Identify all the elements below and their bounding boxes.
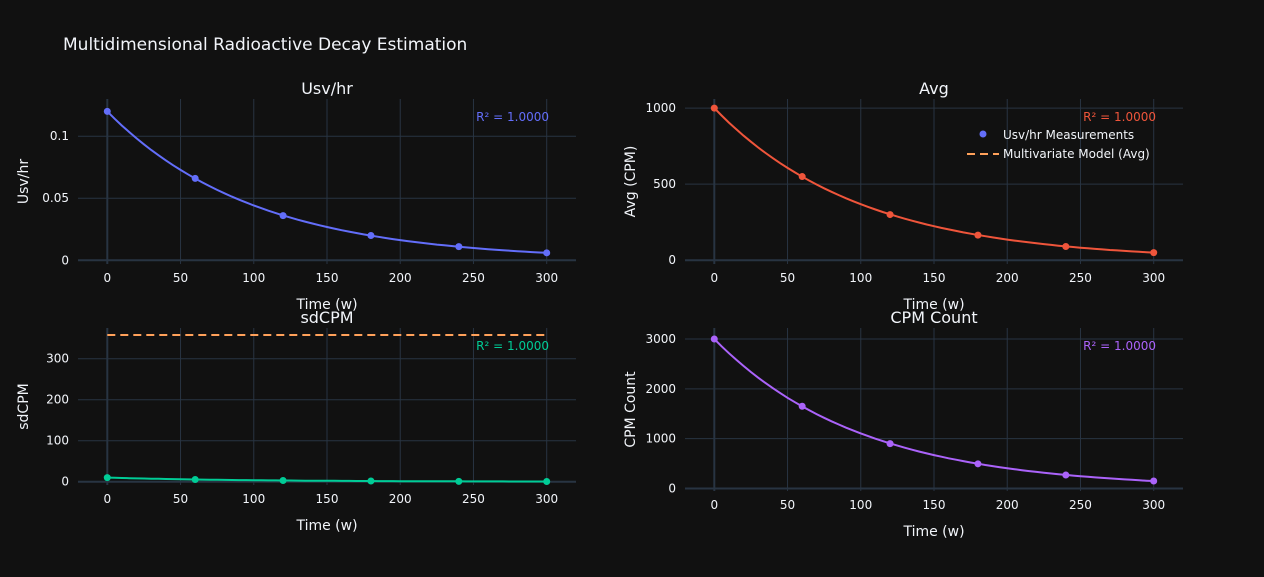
legend-item-measurements[interactable]: Usv/hr Measurements — [1003, 128, 1134, 142]
x-tick-label: 100 — [242, 271, 265, 285]
data-point[interactable] — [279, 212, 287, 220]
y-axis-title: CPM Count — [623, 371, 639, 448]
data-point[interactable] — [1062, 243, 1070, 251]
y-tick-label: 0 — [668, 253, 676, 267]
r-squared-annotation: R² = 1.0000 — [1083, 339, 1156, 353]
y-tick-label: 300 — [46, 352, 69, 366]
x-tick-label: 150 — [316, 492, 339, 506]
y-tick-label: 0 — [61, 253, 69, 267]
x-tick-label: 100 — [849, 498, 872, 512]
x-axis-title: Time (w) — [295, 518, 357, 534]
x-tick-label: 200 — [389, 492, 412, 506]
data-point[interactable] — [455, 477, 463, 485]
data-point[interactable] — [886, 211, 894, 219]
legend[interactable]: Usv/hr Measurements Multivariate Model (… — [967, 128, 1150, 161]
x-tick-label: 300 — [1142, 498, 1165, 512]
subplot-title-cpm-count: CPM Count — [890, 308, 977, 327]
model-fit-line — [713, 338, 1154, 482]
x-tick-label: 200 — [996, 271, 1019, 285]
data-point[interactable] — [103, 107, 111, 115]
x-tick-label: 250 — [462, 492, 485, 506]
y-tick-label: 0 — [61, 475, 69, 489]
subplot-usv-hr: 0 50 100 150 200 250 300 0 0.05 0.1 Usv/hr Time (w)… — [16, 79, 576, 313]
y-tick-label: 1000 — [645, 432, 676, 446]
data-point[interactable] — [1150, 249, 1158, 257]
x-tick-label: 100 — [242, 492, 265, 506]
y-tick-label: 3000 — [645, 332, 676, 346]
y-tick-label: 2000 — [645, 382, 676, 396]
data-point[interactable] — [455, 243, 463, 251]
subplot-title-avg: Avg — [919, 79, 949, 98]
x-tick-label: 200 — [389, 271, 412, 285]
x-tick-label: 250 — [1069, 498, 1092, 512]
x-tick-label: 0 — [103, 271, 111, 285]
x-tick-label: 300 — [1142, 271, 1165, 285]
data-point[interactable] — [710, 104, 718, 112]
subplot-title-sdcpm: sdCPM — [300, 308, 353, 327]
data-point[interactable] — [103, 474, 111, 482]
x-tick-label: 50 — [780, 271, 795, 285]
data-point[interactable] — [886, 440, 894, 448]
model-fit-line — [106, 110, 547, 254]
data-point[interactable] — [710, 335, 718, 343]
y-tick-label: 200 — [46, 393, 69, 407]
data-point[interactable] — [191, 174, 199, 182]
y-tick-label: 0 — [668, 482, 676, 496]
x-tick-label: 100 — [849, 271, 872, 285]
y-tick-label: 1000 — [645, 101, 676, 115]
data-point[interactable] — [367, 231, 375, 239]
figure-title: Multidimensional Radioactive Decay Estim… — [63, 35, 467, 55]
x-tick-label: 150 — [923, 498, 946, 512]
x-tick-label: 300 — [535, 492, 558, 506]
data-point[interactable] — [1062, 471, 1070, 479]
r-squared-annotation: R² = 1.0000 — [476, 110, 549, 124]
x-tick-label: 0 — [710, 498, 718, 512]
x-tick-label: 200 — [996, 498, 1019, 512]
model-fit-line — [107, 476, 547, 483]
x-axis-title: Time (w) — [295, 297, 357, 313]
data-point[interactable] — [974, 231, 982, 239]
r-squared-annotation: R² = 1.0000 — [1083, 110, 1156, 124]
data-point[interactable] — [367, 477, 375, 485]
x-tick-label: 0 — [103, 492, 111, 506]
x-tick-label: 150 — [923, 271, 946, 285]
x-tick-label: 50 — [173, 492, 188, 506]
y-axis-title: Usv/hr — [16, 159, 32, 204]
x-axis-title: Time (w) — [902, 297, 964, 313]
subplot-sdcpm: 0 50 100 150 200 250 300 0 100 200 300 sdCPM Time (w… — [16, 308, 576, 534]
data-point[interactable] — [798, 402, 806, 410]
y-axis-title: Avg (CPM) — [623, 146, 639, 218]
model-fit-line — [713, 107, 1154, 254]
x-tick-label: 0 — [710, 271, 718, 285]
data-point[interactable] — [1150, 477, 1158, 485]
x-axis-title: Time (w) — [902, 524, 964, 540]
data-point[interactable] — [543, 478, 551, 486]
x-tick-label: 250 — [1069, 271, 1092, 285]
data-point[interactable] — [543, 249, 551, 257]
r-squared-annotation: R² = 1.0000 — [476, 339, 549, 353]
y-tick-label: 100 — [46, 434, 69, 448]
y-axis-title: sdCPM — [16, 383, 32, 429]
subplot-title-usv-hr: Usv/hr — [301, 79, 353, 98]
x-tick-label: 150 — [316, 271, 339, 285]
x-tick-label: 250 — [462, 271, 485, 285]
subplot-avg: 0 50 100 150 200 250 300 0 500 1000 Avg Time (w) Avg… — [623, 79, 1183, 313]
x-tick-label: 50 — [780, 498, 795, 512]
x-tick-label: 300 — [535, 271, 558, 285]
y-tick-label: 500 — [653, 177, 676, 191]
legend-marker-icon — [979, 130, 987, 138]
data-point[interactable] — [279, 476, 287, 484]
x-tick-label: 50 — [173, 271, 188, 285]
legend-item-model[interactable]: Multivariate Model (Avg) — [1003, 147, 1150, 161]
data-point[interactable] — [798, 173, 806, 181]
data-point[interactable] — [974, 460, 982, 468]
y-tick-label: 0.05 — [42, 191, 69, 205]
y-tick-label: 0.1 — [50, 129, 69, 143]
data-point[interactable] — [191, 475, 199, 483]
